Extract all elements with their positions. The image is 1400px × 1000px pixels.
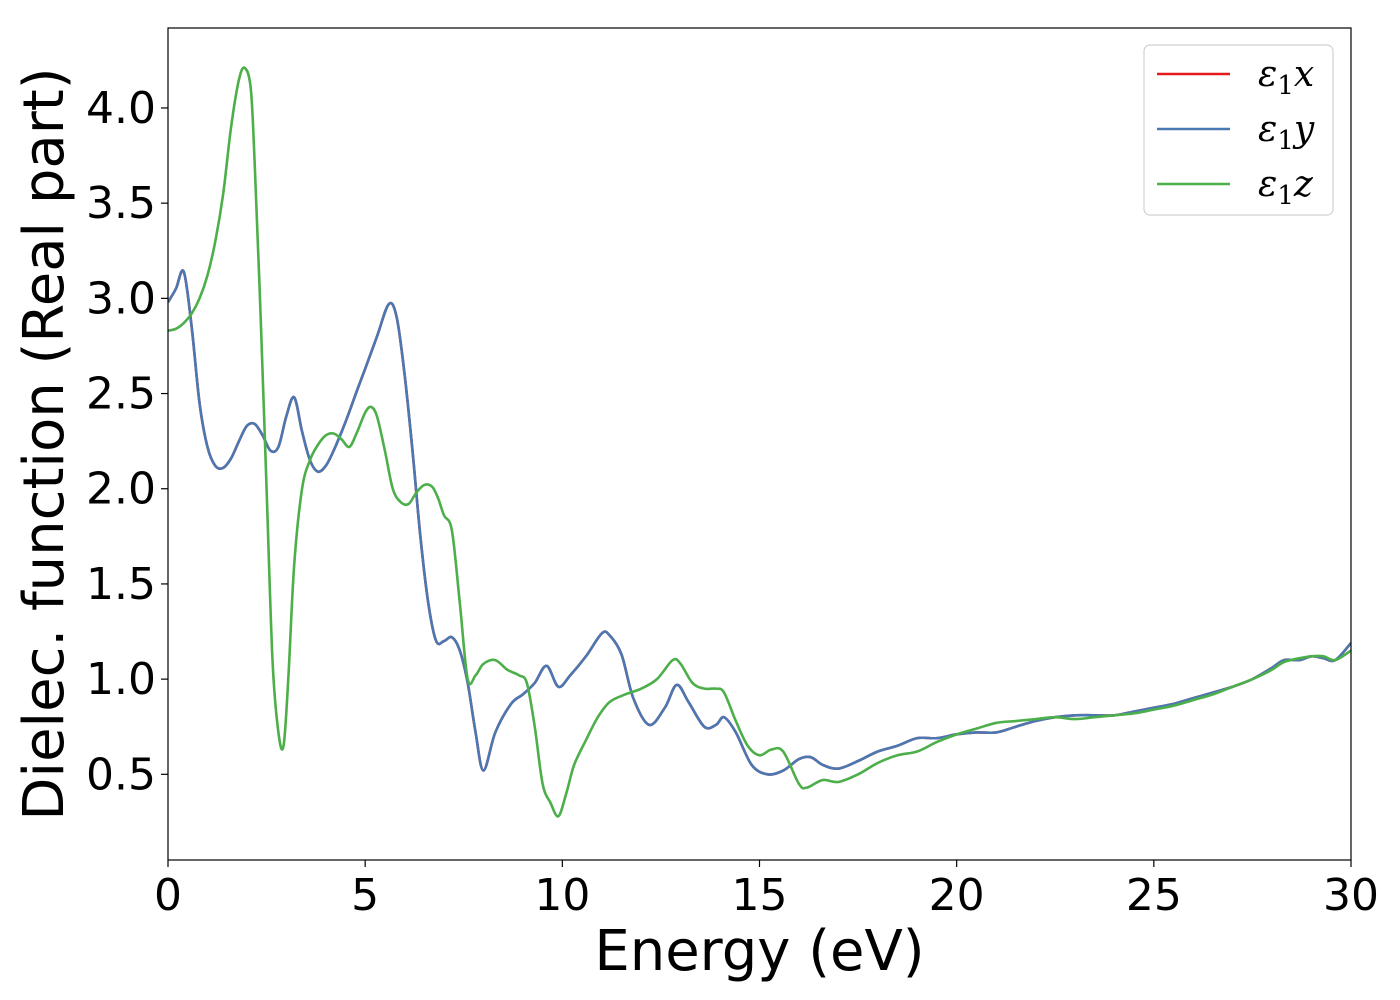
x-tick-label: 20 — [929, 870, 985, 921]
y-tick-label: 4.0 — [86, 83, 156, 134]
y-tick-label: 1.5 — [86, 559, 156, 610]
y-tick-label: 2.5 — [86, 369, 156, 420]
series-layer — [168, 66, 1351, 818]
y-tick-label: 3.0 — [86, 273, 156, 324]
y-axis-title: Dielec. function (Real part) — [12, 67, 77, 820]
legend-label-x: ε1x — [1258, 54, 1314, 101]
x-tick-label: 5 — [351, 870, 379, 921]
y-tick-label: 3.5 — [86, 178, 156, 229]
x-tick-label: 15 — [732, 870, 788, 921]
y-axis: 0.5 1.0 1.5 2.0 2.5 3.0 3.5 4.0 — [86, 83, 168, 800]
y-tick-label: 0.5 — [86, 749, 156, 800]
series-line-y — [168, 269, 1351, 776]
y-tick-label: 1.0 — [86, 654, 156, 705]
x-tick-label: 10 — [534, 870, 590, 921]
legend: ε1x ε1y ε1z — [1143, 44, 1334, 216]
x-tick-label: 25 — [1126, 870, 1182, 921]
series-line-x — [168, 269, 1351, 776]
x-tick-label: 30 — [1323, 870, 1379, 921]
y-tick-label: 2.0 — [86, 464, 156, 515]
series-line-z — [168, 66, 1351, 818]
x-axis-title: Energy (eV) — [594, 919, 924, 984]
x-tick-label: 0 — [154, 870, 182, 921]
x-axis: 0 5 10 15 20 25 30 — [154, 860, 1379, 921]
legend-box — [1143, 44, 1334, 216]
legend-label-y: ε1y — [1258, 109, 1315, 156]
legend-label-z: ε1z — [1258, 164, 1314, 211]
